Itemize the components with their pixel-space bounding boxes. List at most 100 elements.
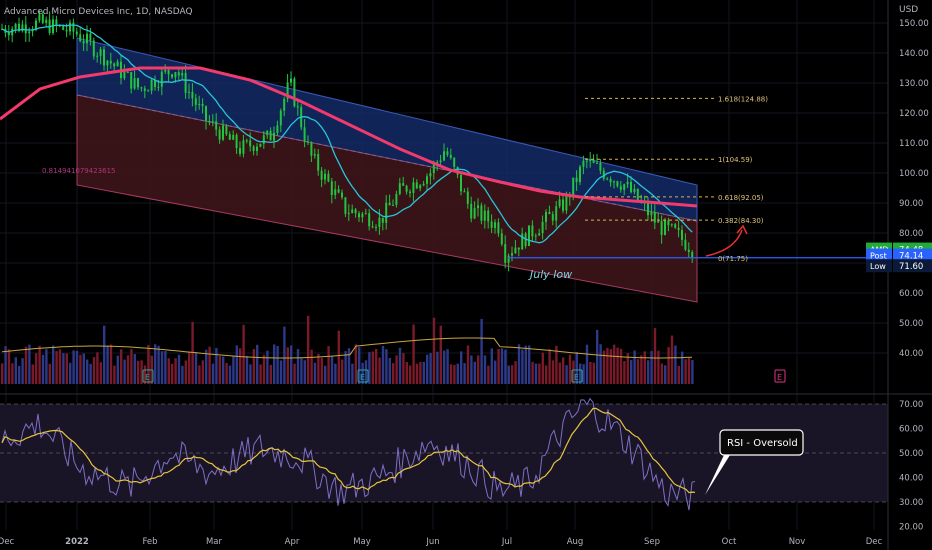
candle-body [521, 233, 524, 250]
volume-bar [218, 355, 221, 384]
candle-body [116, 61, 119, 67]
volume-bar [215, 347, 218, 384]
candle-body [330, 181, 333, 196]
volume-bar [439, 325, 442, 384]
candle-body [317, 154, 320, 171]
volume-bar [28, 344, 31, 384]
volume-bar [361, 362, 364, 384]
date-tick: Feb [142, 537, 157, 547]
volume-bar [310, 349, 313, 384]
price-label-value: 71.60 [899, 262, 923, 272]
volume-bar [337, 330, 340, 384]
candle-body [687, 249, 690, 253]
candle-body [562, 199, 564, 211]
volume-bar [647, 360, 650, 384]
candle-body [286, 82, 289, 99]
volume-bar [660, 363, 663, 384]
volume-bar [235, 345, 238, 384]
candle-body [422, 183, 425, 186]
candle-body [96, 55, 99, 57]
candle-body [551, 214, 554, 221]
candle-body [599, 163, 602, 171]
candle-body [109, 60, 112, 64]
volume-bar [330, 355, 334, 384]
volume-bar [551, 360, 555, 384]
volume-bar [446, 349, 449, 384]
candle-body [483, 210, 486, 221]
volume-bar [167, 358, 170, 384]
volume-bar [137, 360, 140, 384]
volume-bar [228, 365, 232, 384]
candle-body [653, 212, 656, 223]
price-tick: 60.00 [899, 289, 923, 299]
candle-body [572, 177, 575, 198]
candle-body [245, 140, 248, 142]
volume-bar [599, 344, 602, 384]
candle-body [225, 125, 228, 135]
candle-body [92, 40, 95, 57]
candle-body [208, 120, 211, 122]
volume-bar [126, 355, 130, 384]
date-tick: Aug [567, 537, 584, 547]
volume-bar [388, 357, 391, 384]
candle-body [82, 41, 85, 44]
volume-bar [18, 365, 21, 384]
volume-bar [324, 365, 327, 384]
candle-body [392, 204, 394, 206]
volume-bar [568, 354, 572, 384]
volume-bar [191, 321, 194, 384]
candle-body [21, 24, 24, 31]
volume-bar [405, 362, 408, 384]
candle-body [636, 188, 639, 201]
date-tick: Oct [722, 537, 737, 547]
candle-body [154, 79, 156, 88]
candle-body [191, 91, 194, 99]
volume-bar [103, 325, 106, 384]
candle-body [650, 212, 653, 216]
volume-bar [7, 349, 11, 384]
volume-bar [286, 347, 289, 384]
candle-body [75, 31, 78, 35]
candle-body [177, 72, 180, 76]
candle-body [511, 253, 513, 256]
candle-body [150, 79, 153, 91]
candle-body [307, 141, 309, 143]
earnings-marker-future: E [777, 373, 782, 382]
candle-body [239, 148, 241, 154]
volume-bar [55, 351, 58, 384]
candle-body [528, 225, 530, 246]
candle-body [358, 213, 360, 218]
candle-body [218, 129, 221, 140]
candle-body [38, 14, 41, 21]
volume-bar [232, 355, 235, 384]
candle-body [126, 72, 129, 74]
fib-label: 0.618(92.05) [718, 194, 764, 202]
fib-label: 0(71.75) [718, 255, 748, 263]
rsi-tick: 20.00 [899, 523, 923, 533]
rebound-arrow-head [736, 224, 748, 235]
volume-bar [545, 365, 548, 384]
volume-bar [334, 363, 337, 384]
volume-bar [395, 355, 398, 384]
volume-ma-line [1, 337, 693, 359]
price-label-name: Low [870, 262, 886, 271]
volume-bar [477, 355, 480, 384]
candle-body [565, 194, 568, 211]
date-tick: Nov [789, 537, 806, 547]
currency-label: USD [899, 5, 918, 15]
volume-bar [596, 329, 599, 384]
volume-bar [514, 361, 517, 384]
volume-bar [582, 364, 585, 384]
volume-bar [460, 351, 463, 384]
candle-body [480, 205, 483, 221]
volume-bar [245, 355, 249, 384]
volume-bar [198, 365, 201, 384]
volume-bar [398, 347, 402, 384]
volume-bar [317, 353, 320, 384]
candle-body [585, 160, 588, 162]
candle-body [415, 182, 418, 189]
rsi-callout-pointer [705, 455, 730, 495]
candle-body [378, 217, 381, 228]
candle-body [303, 127, 306, 142]
